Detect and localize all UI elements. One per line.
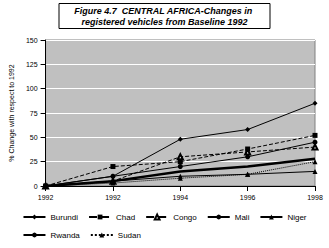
svg-text:50: 50 (30, 134, 38, 141)
svg-text:1996: 1996 (240, 194, 256, 201)
svg-text:1998: 1998 (307, 194, 323, 201)
svg-text:75: 75 (30, 110, 38, 117)
svg-text:1992: 1992 (38, 194, 54, 201)
svg-text:150: 150 (26, 37, 38, 44)
svg-text:Congo: Congo (173, 213, 197, 222)
svg-text:Figure 4.7 CENTRAL AFRICA-Cha: Figure 4.7 CENTRAL AFRICA-Changes in (74, 6, 255, 16)
svg-text:1992: 1992 (105, 194, 121, 201)
svg-text:registered vehicles from Basel: registered vehicles from Baseline 1992 (81, 17, 247, 27)
svg-text:Burundi: Burundi (50, 213, 78, 222)
svg-text:25: 25 (30, 158, 38, 165)
svg-text:Sudan: Sudan (118, 231, 141, 240)
svg-text:100: 100 (26, 85, 38, 92)
svg-text:1994: 1994 (173, 194, 189, 201)
svg-text:Niger: Niger (287, 213, 306, 222)
svg-text:Chad: Chad (116, 213, 135, 222)
svg-text:% Change with respect to 1992: % Change with respect to 1992 (8, 64, 16, 161)
svg-text:Rwanda: Rwanda (50, 231, 80, 240)
svg-text:Mali: Mali (235, 213, 250, 222)
svg-text:125: 125 (26, 61, 38, 68)
svg-text:0: 0 (34, 183, 38, 190)
